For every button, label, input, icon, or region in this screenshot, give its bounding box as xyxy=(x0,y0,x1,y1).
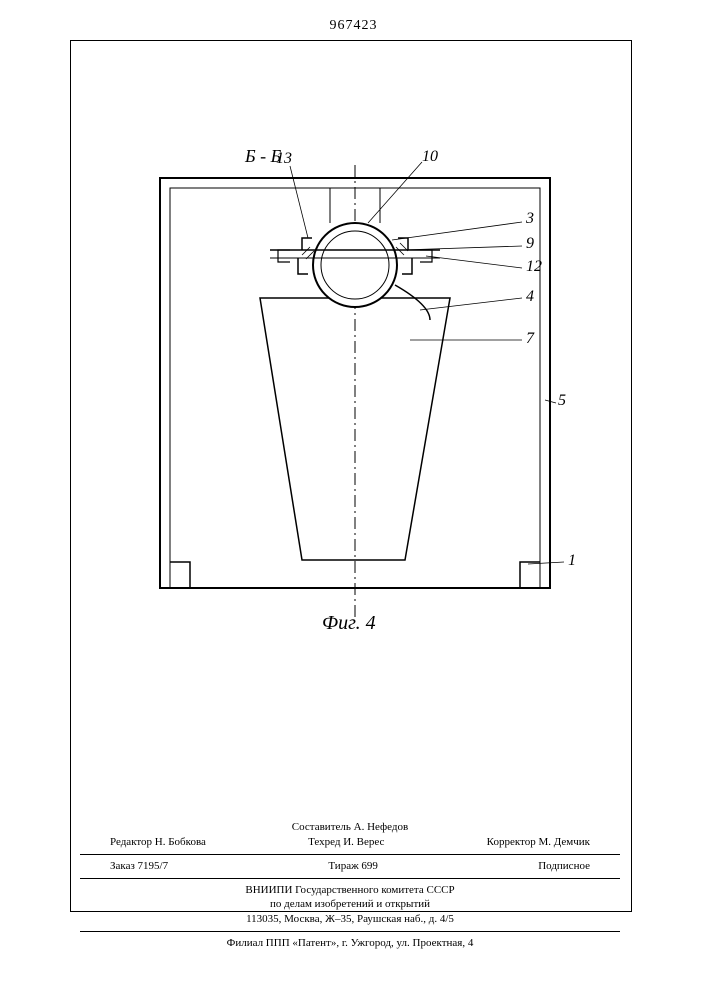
footer-editor: Редактор Н. Бобкова xyxy=(110,835,206,850)
footer-org1: ВНИИПИ Государственного комитета СССР xyxy=(80,883,620,898)
footer-order: Заказ 7195/7 xyxy=(110,859,168,874)
footer-techred: Техред И. Верес xyxy=(308,835,384,850)
footer-corrector: Корректор М. Демчик xyxy=(487,835,590,850)
figure-label: Фиг. 4 xyxy=(322,612,376,635)
pipe-outer xyxy=(313,223,397,307)
leaders xyxy=(290,162,564,564)
callout-10: 10 xyxy=(422,148,438,166)
technical-drawing xyxy=(130,110,580,670)
callout-7: 7 xyxy=(526,330,534,348)
callout-5: 5 xyxy=(558,392,566,410)
callout-9: 9 xyxy=(526,235,534,253)
footer-block: Составитель А. Нефедов Редактор Н. Бобко… xyxy=(80,820,620,951)
clamp-left xyxy=(298,238,312,274)
footer-branch: Филиал ППП «Патент», г. Ужгород, ул. Про… xyxy=(80,936,620,951)
footer-org2: по делам изобретений и открытий xyxy=(80,897,620,912)
callout-13: 13 xyxy=(276,150,292,168)
link-right xyxy=(395,285,430,320)
callout-12: 12 xyxy=(526,258,542,276)
callout-4: 4 xyxy=(526,288,534,306)
footer-podpisnoe: Подписное xyxy=(538,859,590,874)
footer-compiler: Составитель А. Нефедов xyxy=(80,820,620,835)
footer-tirazh: Тираж 699 xyxy=(328,859,378,874)
footer-org3: 113035, Москва, Ж–35, Раушская наб., д. … xyxy=(80,912,620,927)
clamp-left-outer xyxy=(278,250,290,262)
patent-number: 967423 xyxy=(0,18,707,34)
callout-1: 1 xyxy=(568,552,576,570)
callout-3: 3 xyxy=(526,210,534,228)
diagram: Б - Б Фиг. 4 xyxy=(130,110,580,670)
